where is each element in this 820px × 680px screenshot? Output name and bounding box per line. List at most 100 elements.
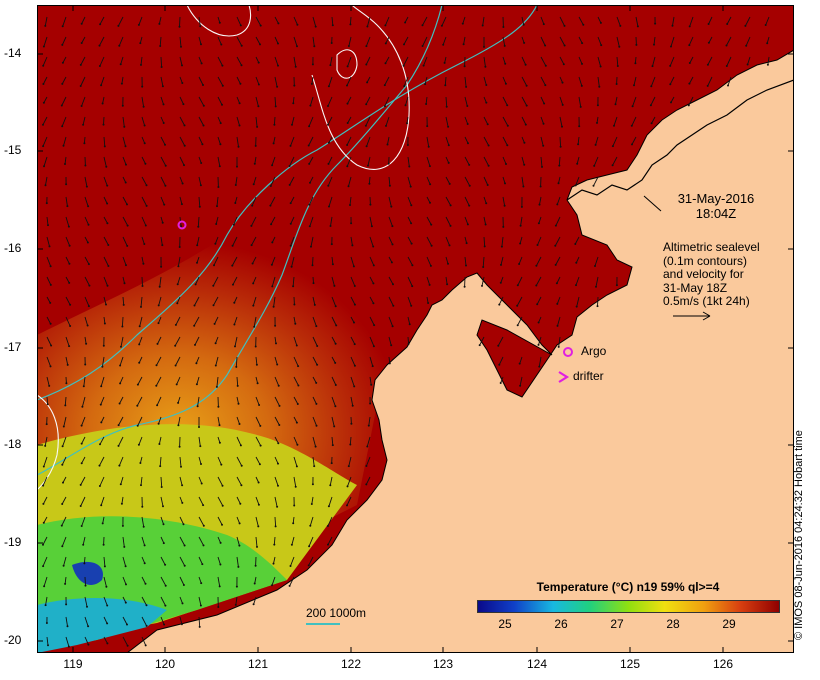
velocity-arrow-head: [410, 222, 413, 225]
velocity-arrow-head: [486, 123, 489, 126]
velocity-arrow-head: [428, 165, 431, 168]
velocity-arrow-head: [193, 324, 196, 327]
velocity-arrow-head: [62, 144, 65, 147]
velocity-arrow-head: [478, 344, 481, 347]
velocity-arrow-head: [61, 503, 64, 505]
velocity-arrow-head: [64, 404, 67, 407]
velocity-arrow-head: [556, 324, 559, 327]
velocity-arrow-head: [182, 103, 185, 106]
velocity-arrow-head: [66, 205, 69, 208]
velocity-arrow-head: [541, 165, 543, 168]
velocity-arrow-head: [163, 203, 166, 206]
velocity-arrow-head: [82, 123, 85, 126]
velocity-arrow-head: [347, 185, 350, 188]
velocity-arrow-head: [126, 224, 129, 227]
velocity-arrow-head: [102, 123, 105, 126]
velocity-arrow-head: [86, 605, 88, 608]
velocity-arrow-head: [350, 222, 353, 225]
velocity-arrow-head: [162, 523, 165, 526]
velocity-arrow-head: [523, 163, 526, 166]
velocity-arrow-head: [235, 585, 238, 588]
velocity-arrow-head: [649, 104, 652, 107]
velocity-arrow-head: [61, 445, 64, 448]
velocity-arrow-head: [81, 405, 84, 408]
velocity-arrow-head: [84, 363, 87, 366]
y-tick-label: -19: [4, 535, 22, 549]
velocity-arrow-head: [557, 345, 560, 348]
velocity-arrow-head: [86, 241, 89, 244]
velocity-arrow-head: [141, 285, 144, 287]
velocity-arrow-head: [426, 125, 429, 128]
velocity-arrow-head: [559, 145, 562, 148]
velocity-arrow-head: [180, 465, 182, 468]
velocity-arrow-head: [143, 124, 146, 127]
velocity-arrow-head: [542, 122, 545, 125]
velocity-arrow-head: [369, 402, 372, 405]
velocity-arrow-head: [429, 183, 432, 186]
colorbar: [477, 600, 780, 613]
velocity-arrow-head: [370, 383, 373, 386]
velocity-arrow-head: [69, 303, 72, 306]
velocity-arrow-head: [200, 162, 203, 164]
velocity-arrow-head: [196, 405, 199, 408]
velocity-arrow-head: [238, 423, 241, 425]
velocity-arrow-head: [595, 285, 597, 288]
velocity-arrow-head: [563, 44, 566, 47]
drifter-label: drifter: [573, 369, 604, 383]
velocity-arrow-head: [181, 501, 184, 504]
velocity-arrow-head: [428, 283, 431, 286]
velocity-arrow-head: [404, 21, 407, 24]
velocity-arrow-head: [291, 123, 293, 126]
velocity-arrow-head: [137, 443, 140, 446]
altimetry-line: (0.1m contours): [663, 253, 748, 268]
velocity-arrow-head: [164, 584, 167, 587]
velocity-arrow-head: [578, 125, 581, 128]
velocity-arrow-head: [164, 604, 167, 607]
velocity-arrow-head: [347, 465, 350, 468]
velocity-arrow-head: [50, 344, 53, 347]
velocity-arrow-head: [288, 165, 291, 167]
velocity-arrow-head: [212, 284, 215, 287]
velocity-arrow-head: [141, 85, 144, 88]
altimetry-line: 31-May 18Z: [663, 280, 728, 295]
velocity-arrow-head: [330, 462, 333, 465]
sst-map[interactable]: [37, 5, 794, 653]
velocity-arrow-head: [292, 285, 295, 288]
velocity-arrow-head: [463, 285, 466, 288]
velocity-arrow-head: [535, 264, 538, 267]
velocity-arrow-head: [106, 642, 109, 645]
velocity-arrow-head: [42, 521, 45, 524]
velocity-arrow-head: [350, 422, 353, 425]
date-label: 31-May-2016: [677, 191, 755, 206]
velocity-arrow-head: [427, 145, 430, 148]
velocity-arrow-head: [727, 84, 729, 87]
velocity-arrow-head: [87, 263, 90, 266]
velocity-arrow-head: [138, 361, 141, 364]
velocity-arrow-head: [574, 184, 577, 187]
velocity-arrow-head: [294, 65, 297, 68]
velocity-arrow-head: [390, 344, 393, 347]
velocity-arrow-head: [164, 164, 167, 167]
y-tick-label: -17: [4, 340, 22, 354]
velocity-arrow-head: [327, 85, 330, 88]
velocity-arrow-head: [387, 162, 390, 165]
velocity-arrow-head: [331, 24, 334, 27]
velocity-arrow-head: [561, 81, 564, 84]
velocity-arrow-head: [449, 224, 452, 227]
sst-map-canvas[interactable]: [37, 5, 794, 653]
isobath-scale-line: [306, 623, 340, 625]
velocity-arrow-head: [180, 45, 182, 48]
velocity-arrow-head: [118, 402, 121, 405]
velocity-arrow-head: [561, 125, 563, 128]
velocity-arrow-head: [161, 221, 164, 224]
velocity-arrow-head: [516, 284, 519, 287]
velocity-arrow-head: [42, 543, 44, 546]
velocity-arrow-head: [156, 404, 159, 407]
velocity-arrow-head: [308, 545, 311, 548]
velocity-arrow-head: [504, 62, 507, 65]
velocity-arrow-head: [277, 384, 280, 387]
velocity-arrow-head: [277, 64, 279, 67]
velocity-arrow-head: [487, 144, 490, 147]
velocity-arrow-head: [535, 284, 538, 287]
velocity-arrow-head: [84, 584, 87, 587]
